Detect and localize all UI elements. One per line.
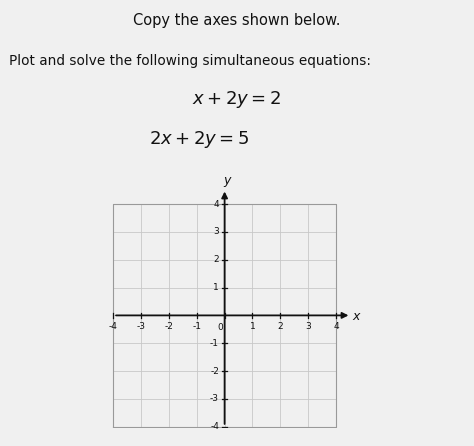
Text: 1: 1 — [250, 322, 255, 330]
Text: 4: 4 — [213, 199, 219, 209]
Text: -3: -3 — [210, 394, 219, 404]
Text: 1: 1 — [213, 283, 219, 292]
Text: -1: -1 — [192, 322, 201, 330]
Text: 4: 4 — [333, 322, 339, 330]
Text: x: x — [353, 310, 360, 323]
Text: 2: 2 — [277, 322, 283, 330]
Text: -4: -4 — [210, 422, 219, 431]
Text: -3: -3 — [137, 322, 146, 330]
Text: 3: 3 — [305, 322, 311, 330]
Text: $2x + 2y = 5$: $2x + 2y = 5$ — [149, 129, 249, 150]
Text: -2: -2 — [164, 322, 173, 330]
Text: 3: 3 — [213, 227, 219, 236]
Text: -1: -1 — [210, 339, 219, 348]
Text: y: y — [224, 174, 231, 187]
Text: $x + 2y = 2$: $x + 2y = 2$ — [192, 89, 282, 110]
Text: Copy the axes shown below.: Copy the axes shown below. — [133, 13, 341, 29]
Text: -4: -4 — [109, 322, 118, 330]
Text: Plot and solve the following simultaneous equations:: Plot and solve the following simultaneou… — [9, 54, 372, 67]
Text: 0: 0 — [218, 323, 223, 332]
Text: 2: 2 — [213, 255, 219, 264]
Text: -2: -2 — [210, 367, 219, 376]
